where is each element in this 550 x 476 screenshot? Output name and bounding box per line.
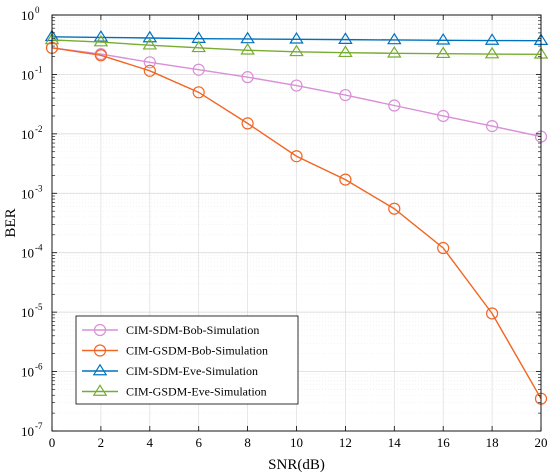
legend-marker xyxy=(92,384,108,396)
data-point xyxy=(387,45,402,58)
data-point xyxy=(142,30,158,43)
legend-entry: CIM-GSDM-Eve-Simulation xyxy=(82,384,267,399)
series-line xyxy=(51,36,542,42)
x-tick-label: 6 xyxy=(195,435,202,450)
series-group xyxy=(44,29,549,405)
x-tick-label: 20 xyxy=(535,435,548,450)
x-tick-label: 4 xyxy=(147,435,154,450)
data-point xyxy=(486,120,499,133)
data-point xyxy=(290,150,303,163)
data-point xyxy=(93,34,109,47)
x-tick-label: 12 xyxy=(339,435,352,450)
y-tick-exponent: -1 xyxy=(35,64,43,74)
legend-label: CIM-GSDM-Eve-Simulation xyxy=(126,385,267,399)
legend-label: CIM-GSDM-Bob-Simulation xyxy=(126,344,268,358)
x-tick-label: 10 xyxy=(290,435,303,450)
y-tick-label: 10 xyxy=(21,305,34,320)
series-4 xyxy=(44,32,549,59)
y-tick-label: 10 xyxy=(21,127,34,142)
data-point xyxy=(94,49,108,62)
data-point xyxy=(240,31,255,44)
data-point xyxy=(241,117,254,130)
y-tick-label: 10 xyxy=(21,246,34,261)
data-point xyxy=(388,202,401,215)
y-tick-label: 10 xyxy=(21,365,34,380)
legend: CIM-SDM-Bob-Simulation CIM-GSDM-Bob-Simul… xyxy=(75,315,299,405)
legend-entry: CIM-SDM-Bob-Simulation xyxy=(82,323,259,337)
y-tick-label: 10 xyxy=(21,67,34,82)
series-line xyxy=(51,47,542,138)
legend-label: CIM-SDM-Eve-Simulation xyxy=(126,364,258,378)
y-tick-label: 10 xyxy=(21,186,34,201)
y-tick-label: 10 xyxy=(21,8,34,23)
data-point xyxy=(338,45,353,58)
series-2 xyxy=(45,41,548,405)
data-point xyxy=(387,32,402,45)
data-point xyxy=(289,31,304,44)
data-point xyxy=(192,86,205,99)
data-point xyxy=(93,30,109,42)
data-point xyxy=(484,46,500,59)
y-tick-exponent: -5 xyxy=(35,302,43,312)
data-point xyxy=(435,32,451,45)
data-point xyxy=(338,32,353,44)
x-tick-label: 14 xyxy=(388,435,402,450)
x-tick-label: 8 xyxy=(244,435,251,450)
y-tick-exponent: 0 xyxy=(35,5,40,15)
x-tick-label: 2 xyxy=(98,435,105,450)
legend-label: CIM-SDM-Bob-Simulation xyxy=(126,323,259,337)
y-tick-exponent: -3 xyxy=(35,183,43,193)
x-tick-label: 16 xyxy=(437,435,451,450)
legend-marker xyxy=(93,344,107,357)
legend-marker xyxy=(93,323,107,337)
series-line xyxy=(51,47,542,400)
x-tick-label: 18 xyxy=(486,435,499,450)
data-point xyxy=(143,56,156,69)
series-3 xyxy=(44,29,549,45)
data-point xyxy=(142,37,158,50)
y-tick-exponent: -7 xyxy=(35,421,43,431)
data-point xyxy=(388,99,401,112)
x-tick-label: 0 xyxy=(49,435,56,450)
y-tick-label: 10 xyxy=(21,424,34,439)
data-point xyxy=(289,44,304,57)
data-point xyxy=(339,173,352,186)
data-point xyxy=(241,71,254,84)
data-point xyxy=(240,42,255,55)
data-point xyxy=(339,88,352,102)
data-point xyxy=(437,109,450,123)
data-point xyxy=(191,40,206,53)
legend-marker xyxy=(92,363,108,376)
data-point xyxy=(437,241,450,255)
data-point xyxy=(435,46,451,59)
y-tick-exponent: -2 xyxy=(35,124,43,134)
y-axis-label: BER xyxy=(3,208,19,237)
data-point xyxy=(486,307,499,320)
legend-entry: CIM-GSDM-Bob-Simulation xyxy=(82,344,268,358)
data-point xyxy=(143,64,156,77)
series-line xyxy=(51,39,542,56)
y-tick-exponent: -4 xyxy=(35,243,43,253)
data-point xyxy=(290,79,303,92)
legend-entry: CIM-SDM-Eve-Simulation xyxy=(82,363,258,378)
data-point xyxy=(484,33,500,45)
y-tick-exponent: -6 xyxy=(35,362,43,372)
data-point xyxy=(192,63,205,76)
x-axis-label: SNR(dB) xyxy=(268,457,325,473)
